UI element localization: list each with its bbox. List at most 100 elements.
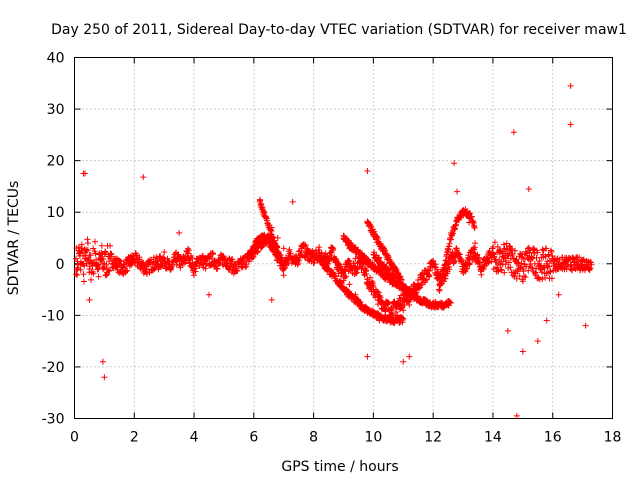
data-point [534,249,541,256]
data-point [136,254,143,261]
data-point [507,264,514,271]
y-axis-label: SDTVAR / TECUs [6,181,22,296]
data-point [543,260,550,267]
data-point [191,265,198,272]
x-axis: 0 2 4 6 8 10 12 14 16 18 [70,57,621,446]
data-point [426,267,433,274]
data-point [454,250,461,257]
data-point [75,250,82,257]
data-point [576,254,583,261]
data-point [167,265,174,272]
data-point [478,271,485,278]
data-point [460,265,467,272]
data-point [90,270,97,277]
data-point [483,255,490,262]
y-tick-label: -30 [42,412,65,428]
data-point [337,263,344,270]
data-point [140,174,147,181]
data-point [101,260,108,267]
data-point [519,265,526,272]
data-point [80,278,87,285]
data-point [382,302,389,309]
data-point [102,248,109,255]
data-point [466,210,473,217]
x-tick-label: 6 [249,430,258,446]
data-point [400,296,407,303]
data-point [470,245,477,252]
data-point [579,265,586,272]
data-point [582,322,589,329]
data-point [376,317,383,324]
data-point [448,255,455,262]
data-point [370,229,377,236]
data-point [388,312,395,319]
data-point [220,255,227,262]
data-point [334,260,341,267]
data-point [298,245,305,252]
data-point [229,256,236,263]
data-point [400,307,407,314]
y-tick-label: -20 [42,360,65,376]
data-point [505,259,512,266]
data-point [107,255,114,262]
data-point [458,257,465,264]
data-point [302,242,309,249]
data-point [513,275,520,282]
data-point [533,254,540,261]
data-point [81,255,88,262]
data-point [340,235,347,241]
data-point [525,186,532,193]
data-point [92,250,99,257]
data-point [547,268,554,275]
data-point [561,260,568,267]
data-point [406,353,413,360]
data-point [177,264,184,271]
data-point [250,250,257,257]
chart-title: Day 250 of 2011, Sidereal Day-to-day VTE… [51,22,627,38]
data-point [394,302,401,309]
data-point [245,258,252,265]
data-point [358,255,365,262]
data-point [83,260,90,267]
x-tick-label: 8 [309,430,318,446]
data-point [101,374,108,381]
x-tick-label: 12 [424,430,442,446]
data-point [131,255,138,262]
data-point [107,242,114,249]
data-point [364,276,371,283]
data-point [352,255,359,262]
data-point [274,235,281,241]
data-point [437,280,444,287]
data-point [543,245,550,252]
data-point [394,312,401,319]
data-point [376,240,383,247]
data-point [203,260,210,267]
data-point [232,265,239,272]
data-point [358,302,365,309]
data-point [316,250,323,257]
data-point [494,264,501,271]
data-point [519,348,526,355]
data-point [346,281,353,288]
data-point [274,250,281,257]
data-point [268,224,275,231]
data-point [124,267,131,274]
data-point [137,260,144,267]
data-point [259,243,266,250]
data-point [446,266,453,273]
data-point [466,260,473,267]
data-point [400,358,407,365]
data-point [238,260,245,267]
data-point [157,253,164,260]
data-point [555,265,562,272]
data-point [539,246,546,253]
data-point [460,209,467,216]
x-tick-label: 14 [484,430,502,446]
data-point [400,281,407,288]
data-point [268,240,275,247]
data-point [500,241,507,248]
data-point [424,271,431,278]
data-point [258,244,265,251]
data-point [454,214,461,221]
data-point [86,265,93,272]
